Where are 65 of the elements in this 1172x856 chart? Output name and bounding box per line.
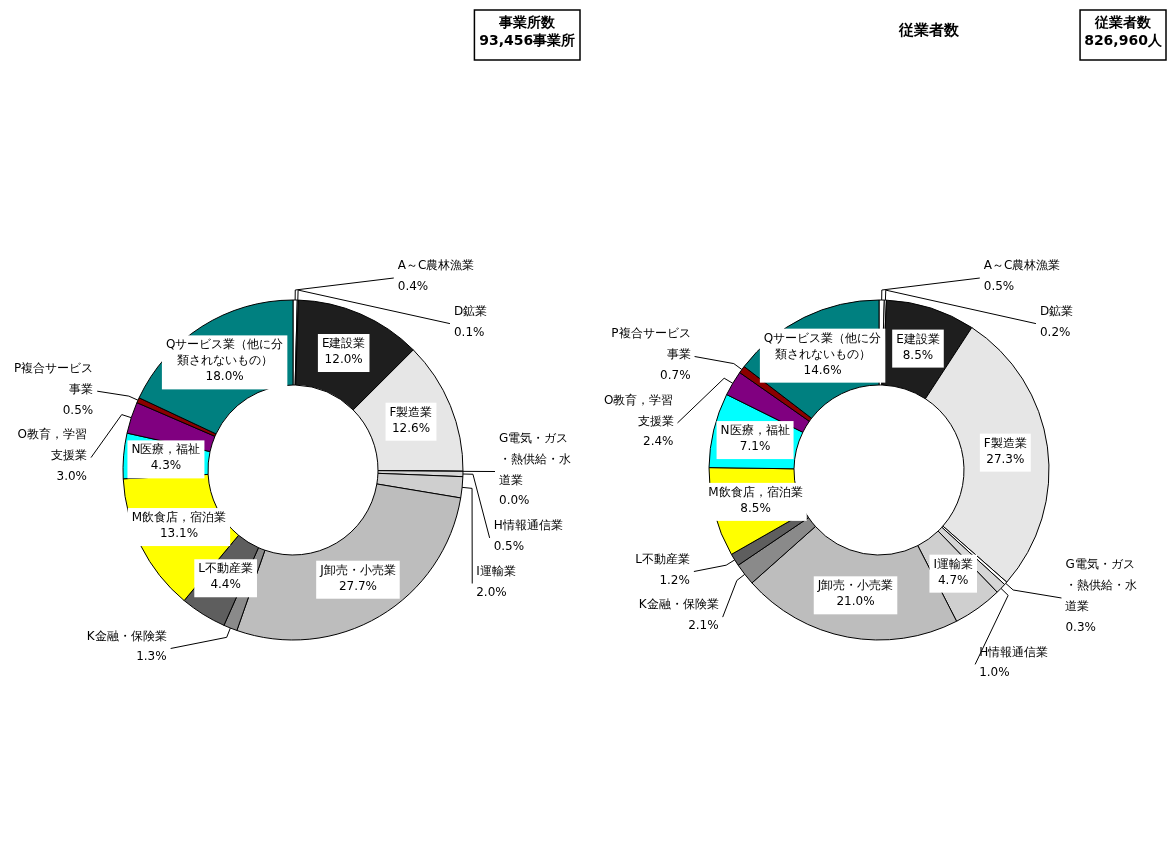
slice-label: E建設業 (896, 331, 940, 346)
text: 0.0% (499, 493, 530, 508)
slice-label: H情報通信業 (493, 518, 563, 533)
slice-label: L不動産業 (635, 551, 690, 566)
slice-label: I運輸業 (933, 556, 973, 571)
data-label: 12.0% (324, 352, 363, 367)
data-label: 8.5% (902, 347, 934, 362)
slice-label: A～C農林漁業 (983, 258, 1061, 273)
slice-label: M飲食店，宿泊業 (131, 510, 227, 525)
slice-label: P複合サービス事業 (611, 326, 691, 362)
slice-label: J卸売・小売業 (816, 578, 894, 593)
data-label: 2.1% (688, 618, 719, 633)
data-label: 4.4% (210, 577, 241, 592)
data-label: 3.0% (56, 468, 87, 483)
slice-label: O教育，学習支援業 (17, 427, 87, 463)
data-label: 0.3% (1065, 619, 1096, 634)
data-label: 0.1% (453, 324, 485, 339)
data-label: 12.6% (391, 420, 431, 435)
slice-label: G電気・ガス・熱供給・水道業 (1065, 557, 1138, 613)
data-label: 0.5% (62, 402, 94, 417)
data-label: 8.5% (740, 500, 771, 515)
text: 従業者数 (1094, 14, 1153, 30)
data-label: 13.1% (159, 526, 199, 541)
text: 事業所数 (498, 14, 557, 30)
slice-label: E建設業 (321, 336, 366, 351)
slice-label: N医療，福祉 (131, 442, 201, 457)
slice-label: J卸売・小売業 (319, 562, 396, 577)
slice-label: Qサービス業（他に分類されないもの） (165, 337, 284, 368)
slice-label: K金融・保険業 (638, 597, 719, 612)
slice-label: D鉱業 (1039, 303, 1074, 318)
data-label: 27.7% (338, 578, 378, 593)
data-label: 1.2% (659, 572, 690, 587)
data-label: 7.1% (739, 439, 771, 454)
slice-label: Qサービス業（他に分類されないもの） (763, 330, 882, 361)
chart-title: 従業者数 (898, 21, 960, 39)
slice-label: F製造業 (389, 404, 433, 419)
data-label: 4.7% (937, 572, 969, 587)
data-label: 1.3% (136, 649, 167, 664)
slice-label: O教育，学習支援業 (604, 392, 674, 428)
slice-label: A～C農林漁業 (397, 258, 475, 273)
text: 93,456事業所 (479, 32, 576, 48)
data-label: 0.2% (1039, 324, 1071, 339)
slice-label: N医療，福祉 (720, 423, 790, 438)
data-label: 14.6% (803, 362, 842, 377)
data-label: 1.0% (979, 665, 1010, 680)
slice-label: P複合サービス事業 (13, 360, 94, 396)
data-label: 21.0% (836, 594, 875, 609)
slice-label: L不動産業 (198, 561, 253, 576)
data-label: 0.4% (397, 279, 429, 294)
data-label: 27.3% (986, 451, 1025, 466)
slice-label: F製造業 (983, 435, 1027, 450)
data-label: 0.7% (660, 367, 691, 382)
data-label: 0.5% (493, 538, 525, 553)
slice-label: D鉱業 (453, 303, 488, 318)
slice-label: I運輸業 (476, 563, 516, 578)
data-label: 2.0% (476, 584, 507, 599)
category-label: G電気・ガス・熱供給・水道業 (499, 430, 571, 487)
text: 826,960人 (1084, 32, 1163, 48)
slice-label: H情報通信業 (979, 644, 1049, 659)
data-label: 18.0% (205, 369, 244, 384)
slice-label: K金融・保険業 (86, 628, 167, 643)
data-label: 2.4% (643, 434, 674, 449)
slice-label: M飲食店，宿泊業 (708, 484, 803, 499)
data-label: 4.3% (150, 458, 182, 473)
data-label: 0.5% (983, 279, 1015, 294)
